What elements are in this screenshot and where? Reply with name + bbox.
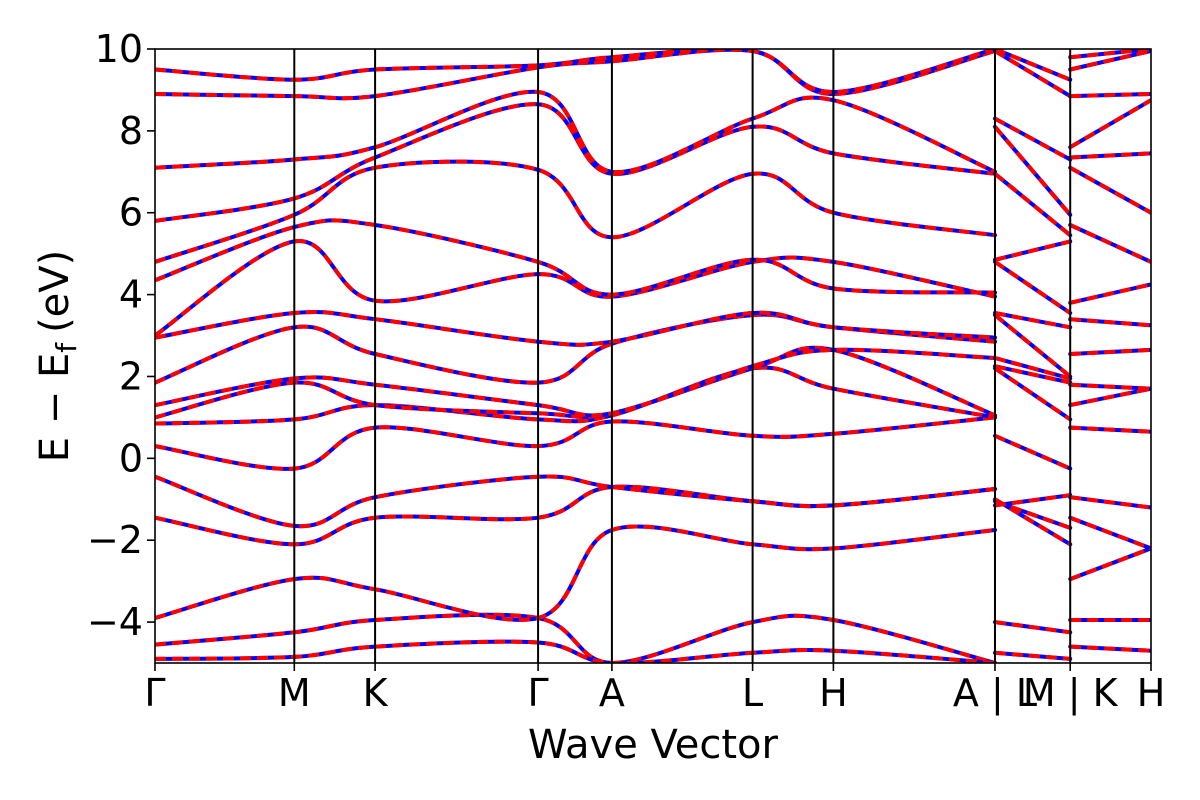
x-tick-label-8: M | K (1023, 671, 1119, 716)
band-solid-seg2-b13 (1070, 151, 1151, 160)
x-tick-label-6: H (819, 671, 848, 715)
band-solid-seg2-b14 (1069, 98, 1151, 149)
band-solid-seg2-b11 (1069, 223, 1151, 264)
band-solid-seg1-b14 (993, 125, 1072, 217)
band-solid-seg0-b8 (155, 347, 996, 418)
band-solid-seg0-b9 (155, 312, 996, 385)
band-solid-seg0-b6 (155, 365, 996, 426)
band-solid-seg0-b2 (155, 524, 996, 622)
band-solid-seg1-b16 (993, 49, 1072, 98)
x-tick-label-9: H (1137, 671, 1166, 715)
band-solid-seg0-b16 (155, 49, 996, 101)
band-solid-seg1-b3 (994, 499, 1071, 530)
band-solid-seg1-b8 (994, 356, 1071, 381)
x-tick-label-4: A (599, 671, 625, 715)
band-solid-seg2-b4 (1069, 495, 1151, 510)
y-tick-label-6: −2 (87, 518, 143, 562)
band-solid-seg1-b2 (993, 497, 1072, 547)
band-solid-seg1-b4 (994, 493, 1071, 508)
band-solid-seg1-b6 (993, 366, 1072, 422)
band-solid-seg0-b12 (155, 218, 996, 297)
y-axis-label-subscript: f (50, 342, 83, 353)
band-dashed-seg1-b13 (993, 171, 1073, 238)
band-solid-seg0-b17 (155, 49, 996, 95)
band-solid-seg0-b15 (155, 89, 996, 174)
x-tick-label-3: Γ (527, 671, 548, 715)
y-tick-label-2: 6 (119, 191, 143, 235)
band-solid-seg0-b4 (155, 474, 996, 529)
band-solid-seg2-b5 (1070, 425, 1151, 434)
band-solid-seg2-b17 (1069, 49, 1151, 60)
band-solid-seg2-b2 (1069, 546, 1151, 581)
y-tick-label-4: 2 (119, 354, 143, 398)
band-solid-seg0-b13 (155, 159, 996, 264)
band-solid-seg2-b6 (1069, 386, 1151, 408)
y-tick-label-0: 10 (95, 27, 143, 71)
y-axis-label-main: E − E (32, 353, 78, 463)
y-tick-label-7: −4 (87, 600, 143, 644)
x-axis-label: Wave Vector (528, 722, 779, 768)
plot-frame (154, 48, 1152, 664)
band-solid-seg1-b10 (994, 311, 1071, 330)
band-solid-seg2-b15 (1070, 92, 1151, 99)
y-axis-label-unit: (eV) (32, 250, 78, 333)
y-tick-label-1: 8 (119, 109, 143, 153)
band-solid-seg1-b11 (993, 260, 1072, 315)
band-solid-seg2-b8 (1070, 347, 1151, 356)
y-tick-label-3: 4 (119, 273, 143, 317)
x-tick-label-7: A | L (953, 671, 1037, 716)
band-solid-seg0-b14 (155, 102, 996, 223)
high-symmetry-lines (293, 49, 1072, 663)
band-solid-seg1-b1 (994, 650, 1071, 661)
band-solid-seg2-b1 (1070, 644, 1151, 653)
band-solid-seg1-b12 (994, 239, 1071, 262)
x-tick-label-0: Γ (144, 671, 165, 715)
x-tick-label-2: K (363, 671, 389, 715)
band-solid-seg1-b15 (994, 116, 1072, 162)
band-solid-seg2-b12 (1069, 165, 1151, 215)
band-solid-seg2-b16 (1069, 49, 1151, 72)
band-solid-seg0-b3 (155, 484, 996, 547)
band-solid-seg0-b11 (155, 239, 996, 338)
band-dashed-seg1-b9 (993, 313, 1073, 379)
band-solid-seg2-b9 (1070, 317, 1151, 328)
band-solid-seg1-b0 (994, 620, 1071, 635)
band-solid-seg2-b7 (1070, 382, 1151, 391)
plot-background (155, 49, 1151, 663)
band-solid-seg1-b7 (994, 364, 1071, 385)
band-solid-seg2-b3 (1069, 515, 1151, 551)
y-tick-label-5: 0 (119, 436, 143, 480)
band-solid-seg1-b5 (994, 433, 1071, 471)
x-tick-label-5: L (742, 671, 763, 715)
band-solid-seg1-b17 (994, 49, 1071, 82)
y-axis-label: E − Ef (eV) (32, 250, 83, 463)
x-tick-label-1: M (278, 671, 311, 715)
y-axis-ticks: 10 8 6 4 2 0 −2 −4 (87, 27, 155, 644)
band-solid-seg2-b10 (1069, 282, 1151, 305)
x-axis-ticks: Γ M K Γ A L H A | LM | K H (144, 663, 1165, 716)
